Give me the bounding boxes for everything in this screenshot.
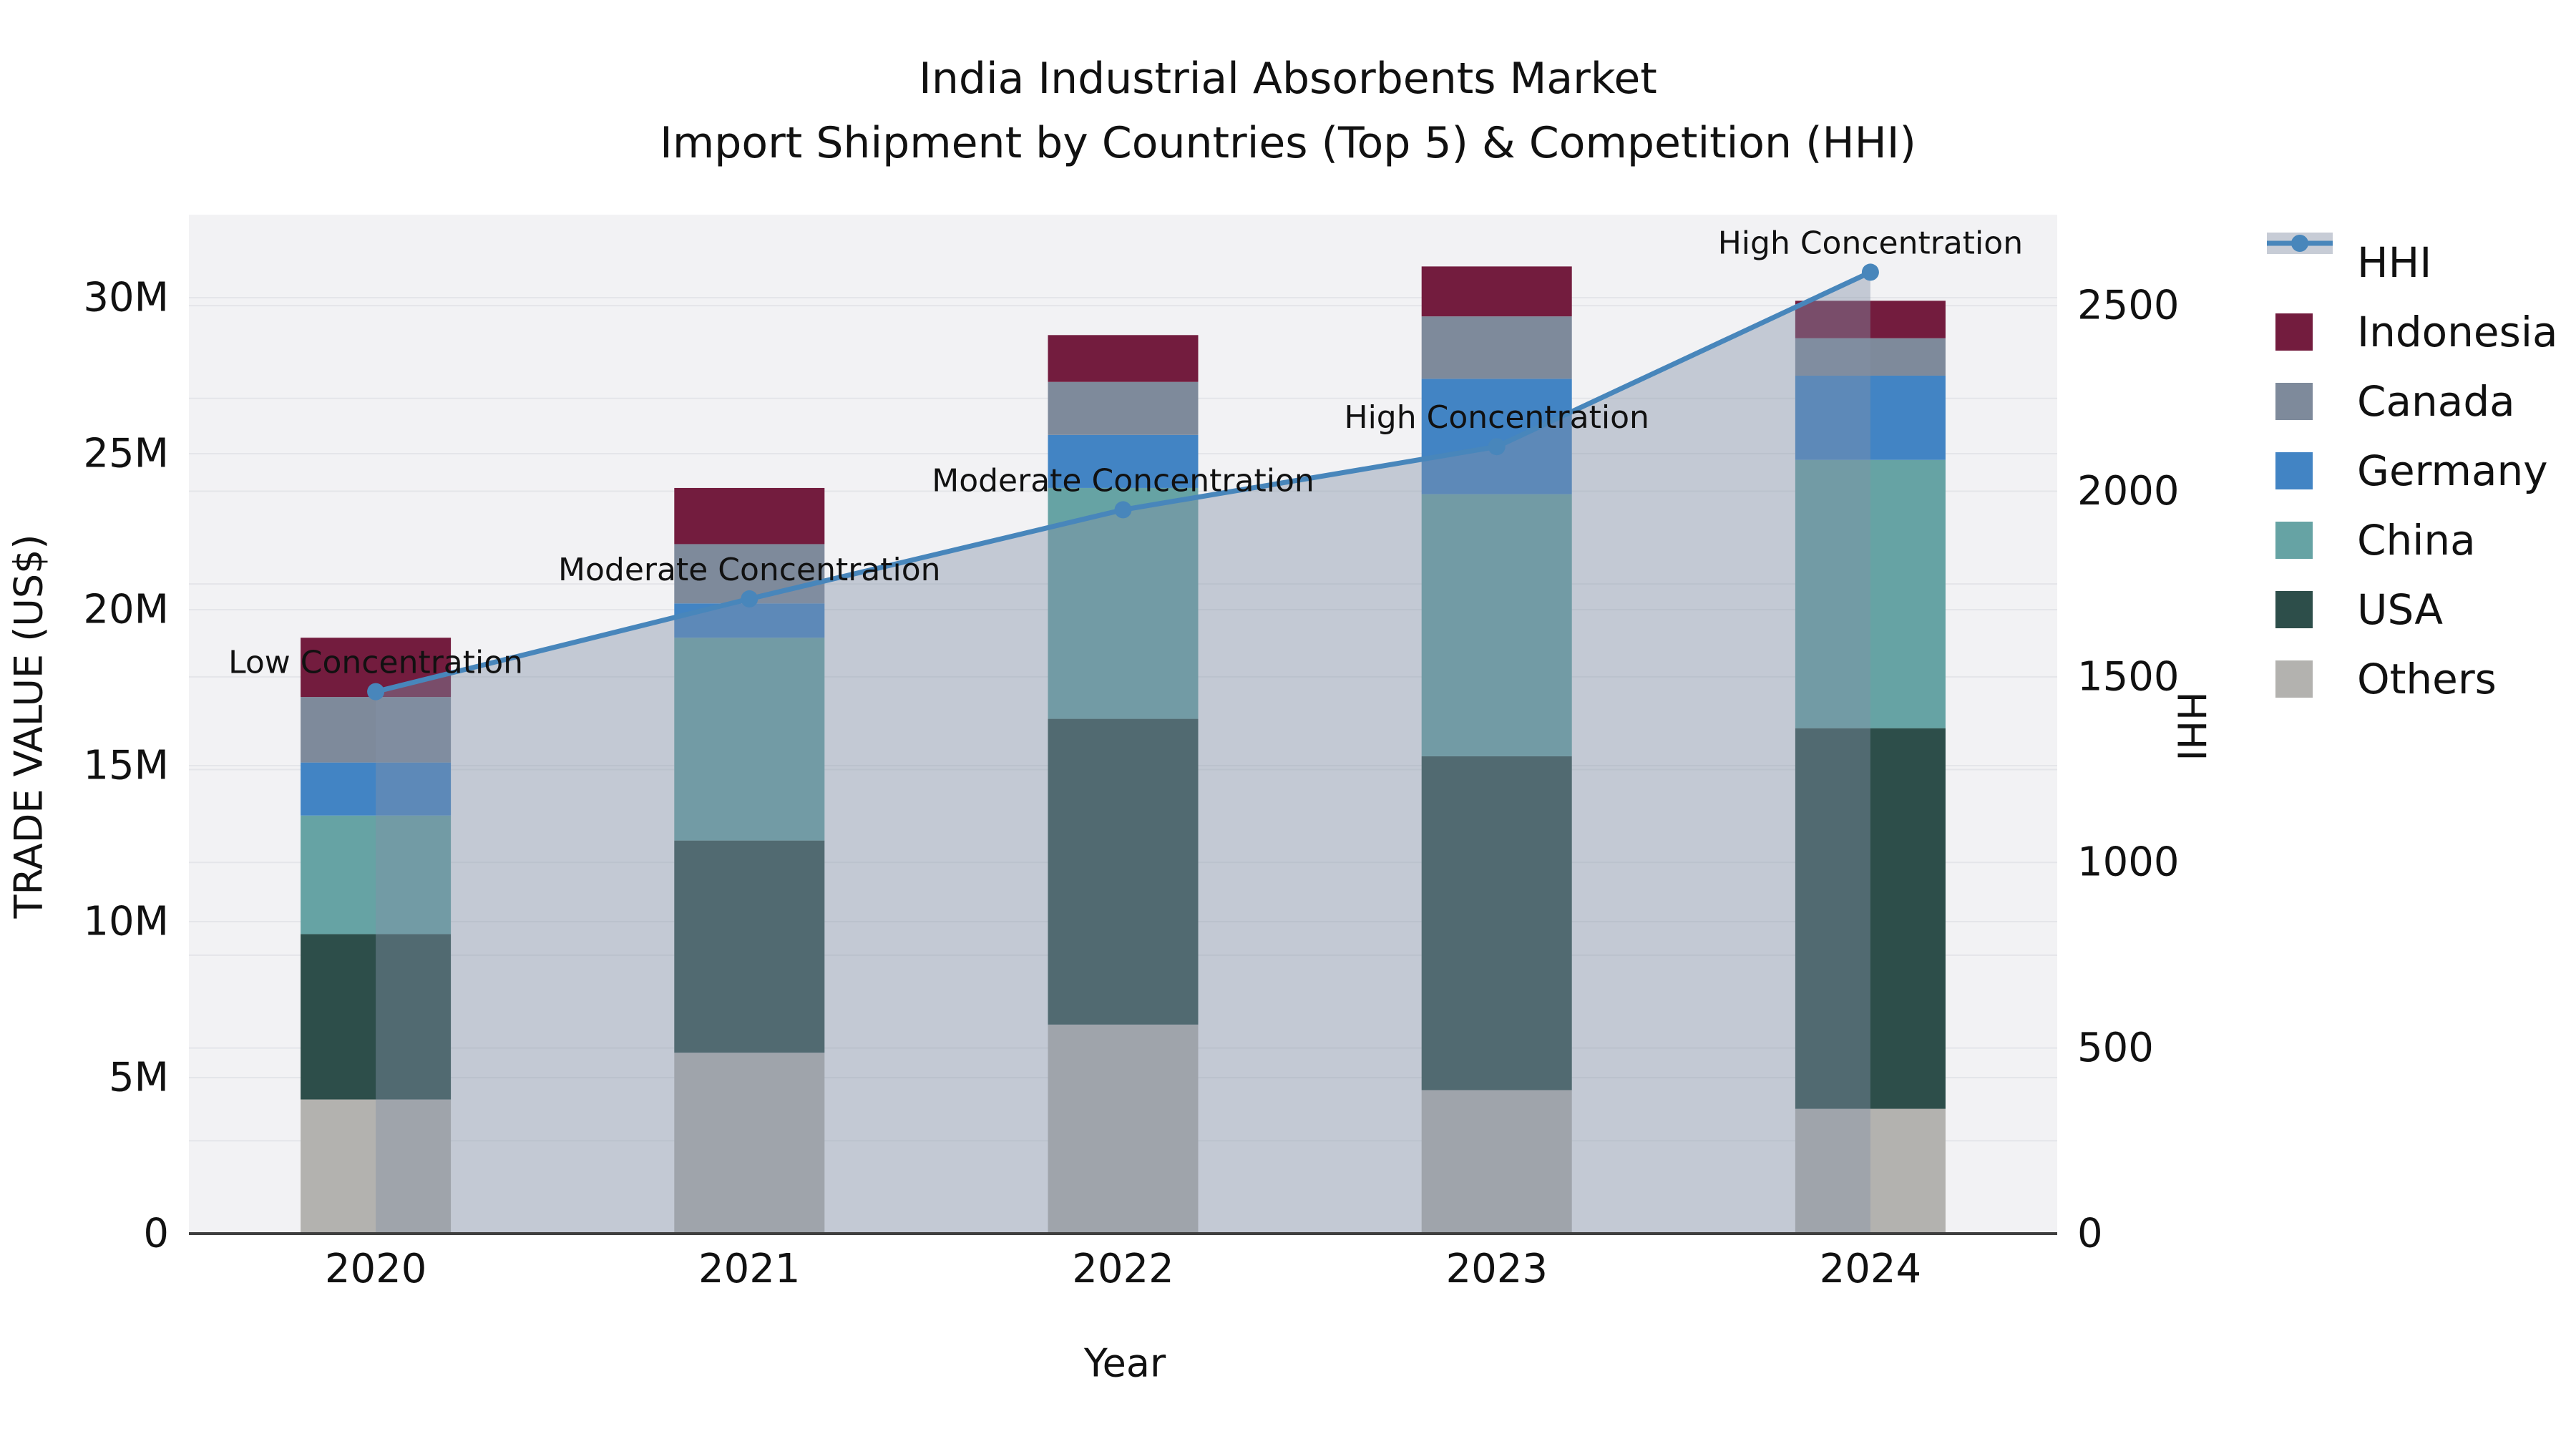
bar-segment-others-2024 — [1795, 1108, 1946, 1234]
y-left-tick: 10M — [83, 898, 169, 945]
y-left-tick: 25M — [83, 430, 169, 477]
hhi-marker-2022 — [1114, 501, 1132, 519]
bar-segment-germany-2022 — [1048, 434, 1199, 488]
annotation-2023: High Concentration — [1345, 399, 1649, 436]
legend-swatch-canada-icon — [2267, 382, 2333, 420]
legend-swatch-germany-icon — [2267, 452, 2333, 489]
bar-segment-germany-2020 — [301, 762, 452, 816]
legend-item-others: Others — [2267, 644, 2557, 713]
bar-segment-usa-2021 — [674, 840, 825, 1053]
y-right-tick: 2500 — [2077, 283, 2180, 329]
y-right-tick: 0 — [2077, 1211, 2103, 1257]
bar-segment-others-2021 — [674, 1053, 825, 1234]
annotation-2020: Low Concentration — [228, 645, 523, 681]
x-tick: 2024 — [1820, 1246, 1922, 1292]
bar-segment-usa-2024 — [1795, 728, 1946, 1109]
legend-label: Indonesia — [2357, 307, 2558, 356]
annotation-2022: Moderate Concentration — [932, 462, 1314, 499]
bar-segment-canada-2020 — [301, 697, 452, 763]
bar-segment-usa-2023 — [1421, 756, 1572, 1091]
chart-title-line1: India Industrial Absorbents Market — [919, 54, 1657, 104]
bar-segment-canada-2022 — [1048, 381, 1199, 435]
legend-label: HHI — [2357, 238, 2432, 287]
bar-segment-indonesia-2023 — [1421, 266, 1572, 317]
bar-segment-china-2021 — [674, 638, 825, 841]
legend-label: USA — [2357, 585, 2444, 634]
bar-segment-others-2022 — [1048, 1024, 1199, 1234]
bars — [301, 266, 1946, 1234]
annotation-2021: Moderate Concentration — [558, 552, 941, 588]
y-left-tick: 5M — [109, 1054, 169, 1101]
bar-segment-others-2023 — [1421, 1090, 1572, 1234]
hhi-marker-2021 — [741, 590, 758, 608]
bar-segment-canada-2024 — [1795, 338, 1946, 376]
legend-label: Germany — [2357, 446, 2548, 495]
y-left-tick: 15M — [83, 742, 169, 789]
x-tick: 2021 — [698, 1246, 801, 1292]
hhi-marker-2023 — [1488, 438, 1506, 456]
chart-title-line2: Import Shipment by Countries (Top 5) & C… — [660, 118, 1916, 168]
y-right-tick: 1500 — [2077, 653, 2180, 700]
bar-segment-germany-2023 — [1421, 379, 1572, 494]
x-tick: 2020 — [325, 1246, 427, 1292]
hhi-marker-2024 — [1861, 263, 1879, 281]
bar-segment-china-2023 — [1421, 494, 1572, 756]
bar-segment-indonesia-2022 — [1048, 335, 1199, 382]
annotation-2024: High Concentration — [1718, 225, 2023, 261]
y-left-tick: 0 — [143, 1211, 169, 1257]
chart-title: India Industrial Absorbents Market Impor… — [0, 57, 2576, 165]
bar-segment-others-2020 — [301, 1099, 452, 1234]
legend-item-canada: Canada — [2267, 366, 2557, 436]
bar-segment-germany-2024 — [1795, 375, 1946, 460]
y-right-tick: 500 — [2077, 1025, 2154, 1071]
bar-segment-china-2024 — [1795, 459, 1946, 728]
legend-item-germany: Germany — [2267, 436, 2557, 505]
bar-segment-indonesia-2021 — [674, 487, 825, 545]
y-left-tick: 30M — [83, 274, 169, 321]
bar-segment-indonesia-2024 — [1795, 301, 1946, 338]
bar-segment-china-2022 — [1048, 487, 1199, 719]
legend-label: Others — [2357, 654, 2497, 703]
legend-item-china: China — [2267, 505, 2557, 575]
bar-segment-usa-2020 — [301, 934, 452, 1100]
y-left-tick: 20M — [83, 586, 169, 633]
x-axis-title: Year — [1083, 1340, 1166, 1386]
legend-swatch-indonesia-icon — [2267, 313, 2333, 351]
legend-swatch-china-icon — [2267, 521, 2333, 559]
legend-label: China — [2357, 515, 2476, 565]
legend-label: Canada — [2357, 376, 2515, 426]
y-right-tick: 1000 — [2077, 839, 2180, 886]
hhi-area — [376, 272, 1870, 1234]
bar-segment-canada-2023 — [1421, 316, 1572, 379]
legend-item-hhi: HHI — [2267, 228, 2557, 297]
legend-swatch-others-icon — [2267, 660, 2333, 698]
y-right-tick: 2000 — [2077, 468, 2180, 514]
legend-swatch-usa-icon — [2267, 590, 2333, 628]
x-tick: 2023 — [1445, 1246, 1548, 1292]
legend: HHI Indonesia Canada Germany China USA Others — [2267, 228, 2557, 713]
legend-item-usa: USA — [2267, 575, 2557, 644]
bar-segment-china-2020 — [301, 815, 452, 935]
x-tick: 2022 — [1072, 1246, 1174, 1292]
legend-item-indonesia: Indonesia — [2267, 297, 2557, 366]
hhi-marker-2020 — [367, 683, 385, 701]
bar-segment-usa-2022 — [1048, 718, 1199, 1025]
